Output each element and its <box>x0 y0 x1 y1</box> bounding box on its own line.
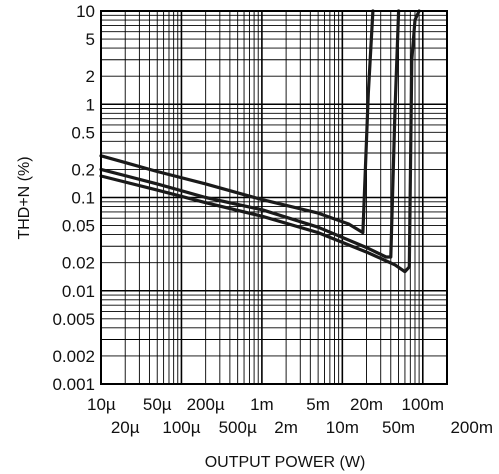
series-line-3 <box>99 9 421 274</box>
x-axis-title: OUTPUT POWER (W) <box>205 454 366 471</box>
y-tick-label: 10 <box>76 2 95 21</box>
y-axis-title: THD+N (%) <box>16 156 33 239</box>
x-tick-label: 1m <box>250 395 274 414</box>
y-tick-label: 0.005 <box>52 310 95 329</box>
series-line-2 <box>99 9 401 259</box>
y-tick-label: 1 <box>86 95 95 114</box>
x-tick-label: 20µ <box>111 418 140 437</box>
x-tick-label: 5m <box>306 395 330 414</box>
y-tick-label: 0.001 <box>52 375 95 394</box>
y-tick-label: 0.05 <box>62 217 95 236</box>
series-line-1 <box>99 9 375 235</box>
y-tick-label: 0.01 <box>62 282 95 301</box>
x-tick-label: 50µ <box>143 395 172 414</box>
x-tick-label: 10m <box>326 418 359 437</box>
y-tick-label: 2 <box>86 67 95 86</box>
x-tick-label: 200µ <box>187 395 225 414</box>
y-tick-labels: 10 5 2 1 0.5 0.2 0.1 0.05 0.02 0.01 0.005 0.002 0.00… <box>52 2 95 394</box>
y-tick-label: 0.5 <box>71 123 95 142</box>
y-tick-label: 0.002 <box>52 347 95 366</box>
x-tick-label: 100m <box>402 395 445 414</box>
x-tick-label: 500µ <box>219 418 257 437</box>
x-tick-label: 50m <box>382 418 415 437</box>
y-tick-label: 0.1 <box>71 189 95 208</box>
x-tick-label: 200m <box>450 418 493 437</box>
x-tick-label: 20m <box>350 395 383 414</box>
y-tick-label: 0.2 <box>71 160 95 179</box>
plot-frame <box>100 10 448 385</box>
x-tick-label: 100µ <box>162 418 200 437</box>
y-tick-label: 0.02 <box>62 254 95 273</box>
x-tick-label: 2m <box>274 418 298 437</box>
y-tick-label: 5 <box>86 30 95 49</box>
x-tick-label: 10µ <box>87 395 116 414</box>
series-lines <box>99 9 421 274</box>
